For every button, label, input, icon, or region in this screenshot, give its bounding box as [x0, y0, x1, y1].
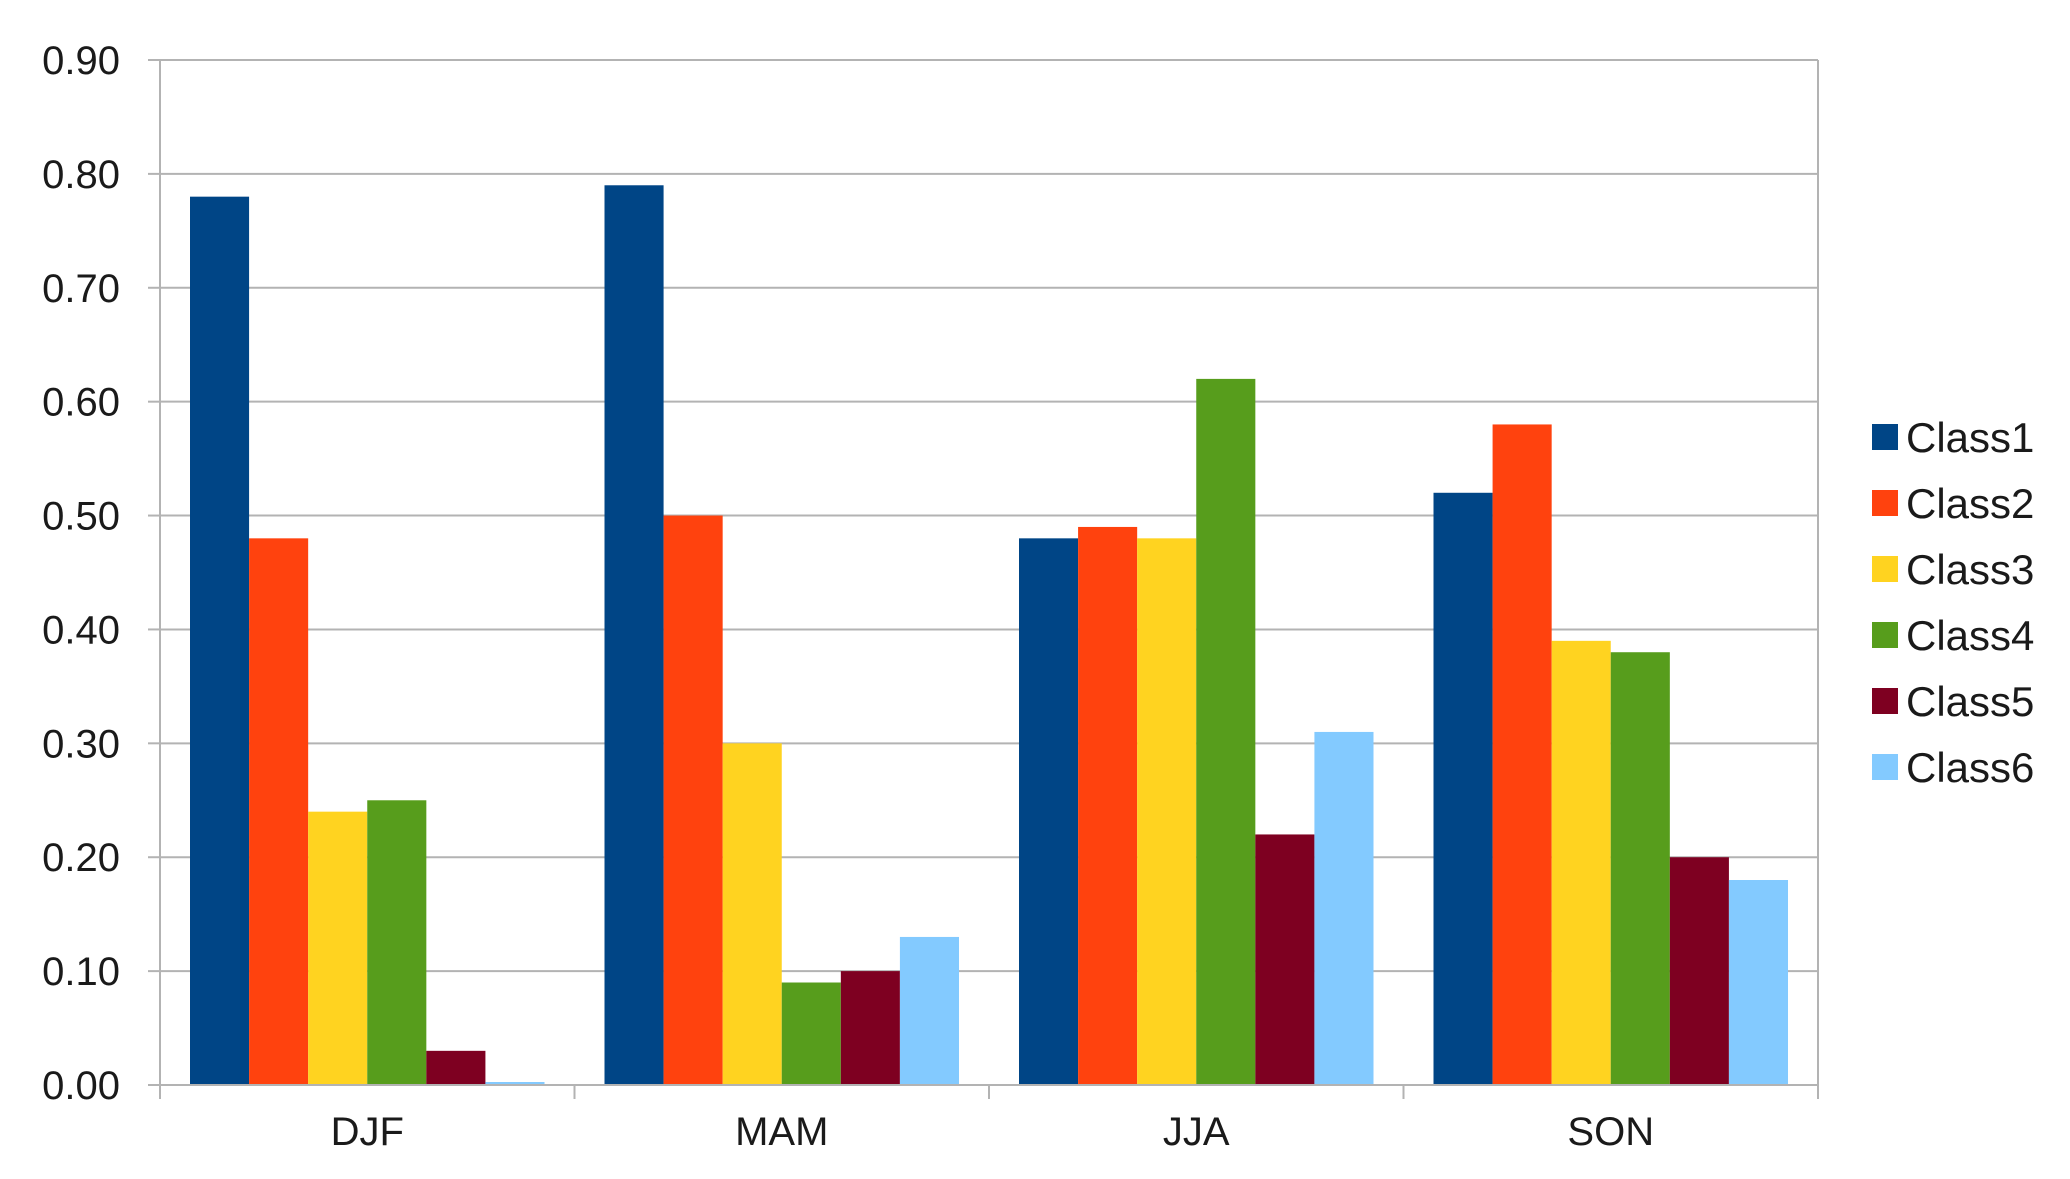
- legend-label-class1: Class1: [1906, 414, 2034, 461]
- bar-class5-jja: [1255, 834, 1315, 1085]
- axes: [148, 59, 1819, 1099]
- y-tick-label: 0.40: [42, 608, 120, 652]
- bar-class2-jja: [1078, 526, 1138, 1085]
- bar-class1-mam: [604, 185, 664, 1085]
- x-tick-labels: DJF MAM JJA SON: [331, 1110, 1655, 1154]
- legend-swatch-class1: [1872, 424, 1898, 450]
- bar-class4-mam: [781, 982, 841, 1085]
- bar-class3-djf: [308, 811, 368, 1085]
- bar-class3-son: [1551, 640, 1611, 1085]
- bar-class6-djf: [485, 1082, 545, 1085]
- bar-class6-jja: [1314, 731, 1374, 1085]
- legend-label-class6: Class6: [1906, 744, 2034, 791]
- legend-swatch-class4: [1872, 622, 1898, 648]
- bar-class5-son: [1669, 857, 1729, 1085]
- bar-class6-son: [1728, 880, 1788, 1085]
- bar-class5-djf: [426, 1050, 486, 1085]
- legend-label-class2: Class2: [1906, 480, 2034, 527]
- legend-swatch-class6: [1872, 754, 1898, 780]
- bar-class5-mam: [840, 971, 900, 1085]
- bar-class2-djf: [249, 538, 309, 1085]
- legend-label-class3: Class3: [1906, 546, 2034, 593]
- y-tick-label: 0.60: [42, 381, 120, 425]
- y-tick-label: 0.30: [42, 722, 120, 766]
- legend-swatch-class2: [1872, 490, 1898, 516]
- y-tick-label: 0.10: [42, 950, 120, 994]
- bar-class4-djf: [367, 800, 427, 1085]
- bar-class2-son: [1492, 424, 1552, 1085]
- y-tick-label: 0.20: [42, 836, 120, 880]
- legend: Class1 Class2 Class3 Class4 Class5 Class6: [1872, 414, 2034, 791]
- bar-class1-djf: [190, 196, 250, 1085]
- legend-swatch-class3: [1872, 556, 1898, 582]
- bar-class2-mam: [663, 515, 723, 1085]
- bar-class6-mam: [899, 936, 959, 1085]
- bars: [190, 185, 1788, 1085]
- bar-class3-mam: [722, 743, 782, 1085]
- bar-class1-son: [1433, 492, 1493, 1085]
- x-tick-label: SON: [1567, 1110, 1654, 1154]
- legend-swatch-class5: [1872, 688, 1898, 714]
- y-tick-labels: 0.00 0.10 0.20 0.30 0.40 0.50 0.60 0.70 0.80 0.90: [42, 39, 120, 1108]
- x-tick-label: JJA: [1163, 1110, 1230, 1154]
- legend-label-class4: Class4: [1906, 612, 2034, 659]
- gridlines: [160, 59, 1818, 1086]
- x-tick-label: DJF: [331, 1110, 404, 1154]
- bar-class1-jja: [1019, 538, 1079, 1085]
- y-tick-label: 0.00: [42, 1064, 120, 1108]
- bar-class4-son: [1610, 652, 1670, 1085]
- y-tick-label: 0.50: [42, 495, 120, 539]
- x-tick-label: MAM: [735, 1110, 828, 1154]
- y-tick-label: 0.90: [42, 39, 120, 83]
- bar-class4-jja: [1196, 378, 1256, 1085]
- bar-class3-jja: [1137, 538, 1197, 1085]
- legend-label-class5: Class5: [1906, 678, 2034, 725]
- y-tick-label: 0.80: [42, 153, 120, 197]
- y-tick-label: 0.70: [42, 267, 120, 311]
